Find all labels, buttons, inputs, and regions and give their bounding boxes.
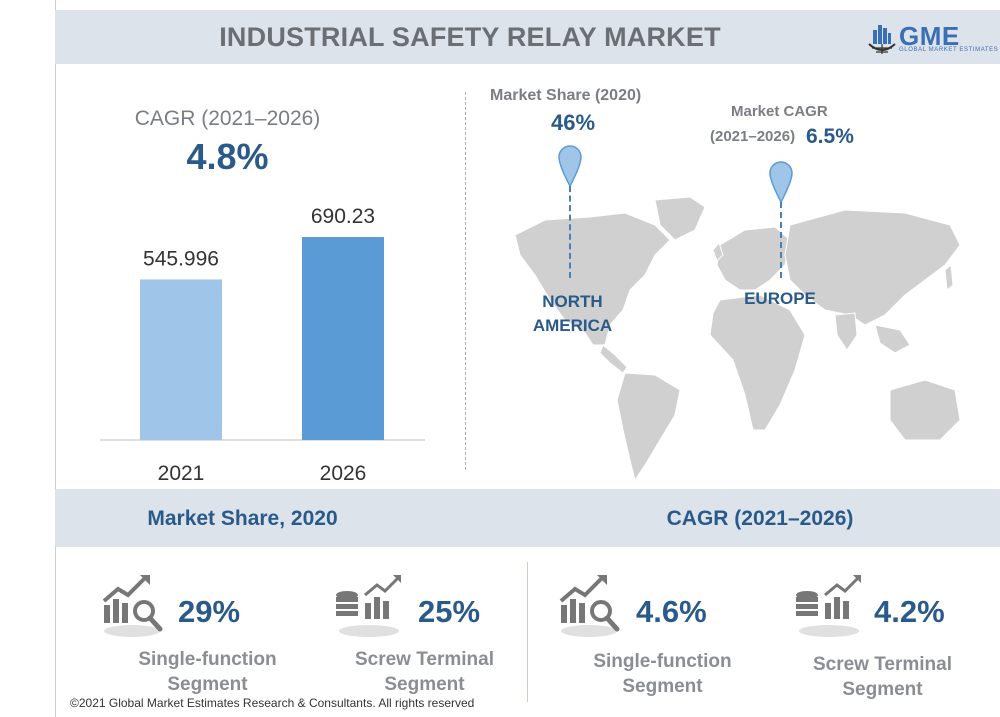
header-bar: INDUSTRIAL SAFETY RELAY MARKET GME GLOBA… xyxy=(55,10,1000,64)
stat-segment: Single-function Segment xyxy=(593,651,732,697)
data-label-2026: 690.23 xyxy=(311,205,375,228)
greenland-shape xyxy=(654,196,706,241)
north-america-pin-line xyxy=(569,186,571,278)
logo-subtext: GLOBAL MARKET ESTIMATES xyxy=(899,47,999,53)
cagr-label: CAGR (2021–2026) xyxy=(134,107,321,130)
india-shape xyxy=(834,312,858,351)
market-cagr-value: 6.5% xyxy=(806,125,854,148)
north-america-shape xyxy=(514,212,671,346)
market-cagr-label: Market CAGR xyxy=(731,103,828,120)
stat-value: 4.6% xyxy=(636,594,707,629)
stat-value: 25% xyxy=(418,594,481,629)
cagr-section-title: CAGR (2021–2026) xyxy=(666,507,854,530)
infographic-frame xyxy=(55,0,1000,717)
stat-segment: Screw Terminal Segment xyxy=(354,649,495,695)
stat-segment: Single-function Segment xyxy=(138,649,277,695)
asia-shape xyxy=(784,209,961,326)
page-title: INDUSTRIAL SAFETY RELAY MARKET xyxy=(219,22,721,52)
stat-segment: Screw Terminal Segment xyxy=(812,654,953,700)
chart-magnifier-icon xyxy=(559,575,620,637)
bar-2021 xyxy=(140,279,222,440)
market-share-label: Market Share (2020) xyxy=(490,87,642,104)
europe-label: EUROPE xyxy=(744,289,816,308)
coins-chart-icon xyxy=(796,575,861,637)
uk-shape xyxy=(712,242,724,262)
southeast-asia-shape xyxy=(874,324,911,354)
copyright-footer: ©2021 Global Market Estimates Research &… xyxy=(70,696,475,710)
bar-2026 xyxy=(302,237,384,440)
bottom-divider xyxy=(527,562,528,702)
north-america-label: NORTH AMERICA xyxy=(532,292,613,335)
bottom-section-band xyxy=(55,489,1000,547)
globe-buildings-icon xyxy=(868,25,896,54)
gme-logo: GME GLOBAL MARKET ESTIMATES xyxy=(867,18,999,58)
australia-shape xyxy=(889,379,961,441)
x-tick-label-2021: 2021 xyxy=(158,462,205,485)
x-tick-label-2026: 2026 xyxy=(320,462,367,485)
south-america-shape xyxy=(616,372,681,482)
europe-shape xyxy=(716,226,791,291)
japan-shape xyxy=(944,264,954,291)
central-america-shape xyxy=(599,344,628,374)
market-cagr-period: (2021–2026) xyxy=(710,128,796,145)
africa-shape xyxy=(709,294,806,431)
logo-text: GME xyxy=(899,21,960,51)
stat-value: 29% xyxy=(178,594,241,629)
world-map xyxy=(514,196,961,482)
map-pin-icon xyxy=(769,161,793,204)
market-share-title: Market Share, 2020 xyxy=(147,507,338,530)
chart-magnifier-icon xyxy=(102,575,163,637)
cagr-value: 4.8% xyxy=(186,136,269,177)
data-label-2021: 545.996 xyxy=(143,247,219,270)
bar-chart: 545.996 2021 690.23 2026 xyxy=(100,205,425,485)
market-share-value: 46% xyxy=(551,110,596,135)
map-pin-icon xyxy=(558,145,582,188)
section-divider xyxy=(465,92,466,470)
stat-value: 4.2% xyxy=(874,594,945,629)
coins-chart-icon xyxy=(336,575,401,637)
europe-pin-line xyxy=(780,202,782,278)
